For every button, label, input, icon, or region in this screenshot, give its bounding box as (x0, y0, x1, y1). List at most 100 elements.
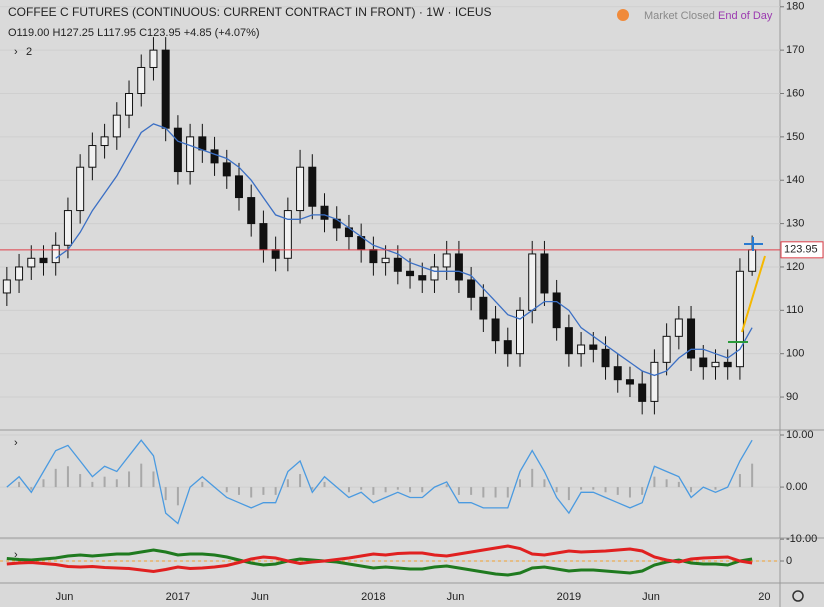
collapse-toggle[interactable]: › (14, 549, 18, 561)
y-tick-label: 140 (786, 174, 804, 186)
histogram-bar (421, 487, 424, 493)
y-tick-label: 0 (786, 555, 792, 567)
histogram-bar (665, 479, 668, 488)
collapse-toggle[interactable]: › (14, 437, 18, 449)
candle-body (662, 335, 671, 363)
histogram-bar (482, 487, 485, 498)
candle-body (283, 210, 292, 259)
histogram-bar (103, 476, 106, 488)
candle-body (296, 166, 305, 212)
candle-body (418, 275, 427, 281)
histogram-bar (580, 487, 583, 490)
y-tick-label: 160 (786, 87, 804, 99)
indicator-count[interactable]: 2 (26, 46, 32, 58)
candle-body (381, 257, 390, 264)
histogram-bar (714, 487, 717, 490)
candle-body (161, 49, 170, 129)
candle-body (88, 145, 97, 168)
candle-body (601, 348, 610, 368)
histogram-bar (152, 471, 155, 488)
y-tick-label: 100 (786, 348, 804, 360)
histogram-bar (323, 481, 326, 488)
candle-body (100, 136, 109, 147)
candle-body (2, 279, 11, 294)
histogram-bar (641, 487, 644, 495)
histogram-bar (347, 487, 350, 493)
x-tick-label: Jun (56, 591, 74, 603)
chart-title: COFFEE C FUTURES (CONTINUOUS: CURRENT CO… (8, 5, 492, 19)
candle-body (748, 249, 757, 272)
y-tick-label: 170 (786, 44, 804, 56)
histogram-bar (91, 481, 94, 488)
histogram-bar (164, 487, 167, 501)
histogram-bar (66, 466, 69, 488)
histogram-bar (250, 487, 253, 498)
y-tick-label: 120 (786, 261, 804, 273)
settings-button[interactable] (792, 590, 804, 602)
candle-body (308, 166, 317, 207)
candle-body (51, 244, 60, 264)
histogram-bar (470, 487, 473, 495)
histogram-bar (237, 487, 240, 495)
candle-body (735, 270, 744, 368)
candle-body (613, 366, 622, 381)
histogram-bar (457, 487, 460, 495)
candle-body (650, 361, 659, 402)
candle-body (528, 253, 537, 311)
histogram-bar (176, 487, 179, 506)
y-tick-label: 130 (786, 217, 804, 229)
histogram-bar (360, 487, 363, 490)
histogram-bar (274, 487, 277, 495)
trend-drawing (741, 255, 766, 333)
candle-body (638, 383, 647, 402)
last-price-box (780, 241, 824, 259)
candle-body (247, 197, 256, 225)
status-dot (617, 9, 629, 21)
x-tick-label: 20 (758, 591, 770, 603)
candle-body (393, 257, 402, 272)
candle-body (210, 149, 219, 164)
collapse-toggle[interactable]: › (14, 46, 18, 58)
y-tick-label: 90 (786, 391, 798, 403)
y-tick-label: 150 (786, 131, 804, 143)
histogram-bar (311, 487, 314, 490)
series-line (6, 548, 753, 577)
candle-body (222, 162, 231, 177)
candle-body (674, 318, 683, 337)
candle-body (234, 175, 243, 199)
histogram-bar (396, 487, 399, 490)
histogram-bar (140, 463, 143, 488)
histogram-bar (115, 479, 118, 488)
histogram-bar (201, 481, 204, 488)
histogram-bar (262, 487, 265, 495)
y-tick-label: 0.00 (786, 481, 807, 493)
histogram-bar (604, 487, 607, 493)
y-tick-label: 180 (786, 1, 804, 13)
candle-body (137, 66, 146, 94)
candle-body (39, 257, 48, 264)
candle-body (198, 136, 207, 151)
histogram-bar (592, 487, 595, 490)
histogram-bar (445, 484, 448, 488)
histogram-bar (690, 487, 693, 493)
candle-body (63, 210, 72, 246)
candle-body (711, 361, 720, 368)
histogram-bar (79, 474, 82, 488)
candle-body (173, 127, 182, 173)
histogram-bar (128, 471, 131, 488)
candle-body (27, 257, 36, 268)
x-tick-label: Jun (642, 591, 660, 603)
histogram-bar (616, 487, 619, 495)
moving-average (55, 123, 753, 377)
candle-body (577, 344, 586, 355)
histogram-bar (531, 468, 534, 488)
candle-body (516, 309, 524, 355)
data-mode[interactable]: End of Day (718, 10, 773, 22)
histogram-bar (738, 474, 741, 488)
x-tick-label: Jun (447, 591, 465, 603)
histogram-bar (543, 479, 546, 488)
candle-body (699, 357, 708, 368)
